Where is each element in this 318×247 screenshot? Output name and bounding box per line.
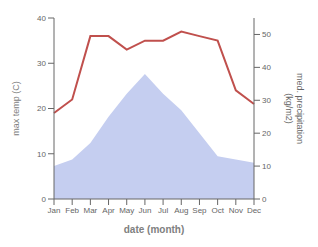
svg-text:50: 50 xyxy=(262,30,271,39)
svg-text:Sep: Sep xyxy=(192,206,207,215)
svg-text:med. precipitation(kg/m2): med. precipitation(kg/m2) xyxy=(284,73,305,144)
svg-text:Feb: Feb xyxy=(65,206,79,215)
svg-text:20: 20 xyxy=(37,104,46,113)
svg-text:0: 0 xyxy=(262,195,267,204)
svg-text:10: 10 xyxy=(262,162,271,171)
svg-text:30: 30 xyxy=(37,59,46,68)
svg-text:max temp (C): max temp (C) xyxy=(11,81,21,136)
svg-text:Dec: Dec xyxy=(247,206,261,215)
svg-text:Jul: Jul xyxy=(158,206,168,215)
svg-text:Nov: Nov xyxy=(229,206,243,215)
svg-text:40: 40 xyxy=(37,14,46,23)
svg-text:May: May xyxy=(119,206,134,215)
svg-text:40: 40 xyxy=(262,63,271,72)
svg-text:Apr: Apr xyxy=(102,206,115,215)
svg-text:10: 10 xyxy=(37,150,46,159)
svg-text:Jun: Jun xyxy=(138,206,151,215)
svg-text:20: 20 xyxy=(262,129,271,138)
svg-text:0: 0 xyxy=(42,195,47,204)
svg-text:Jan: Jan xyxy=(48,206,61,215)
svg-text:Aug: Aug xyxy=(174,206,188,215)
svg-text:30: 30 xyxy=(262,96,271,105)
svg-text:Oct: Oct xyxy=(211,206,224,215)
svg-text:date (month): date (month) xyxy=(124,224,185,235)
svg-text:Mar: Mar xyxy=(83,206,97,215)
